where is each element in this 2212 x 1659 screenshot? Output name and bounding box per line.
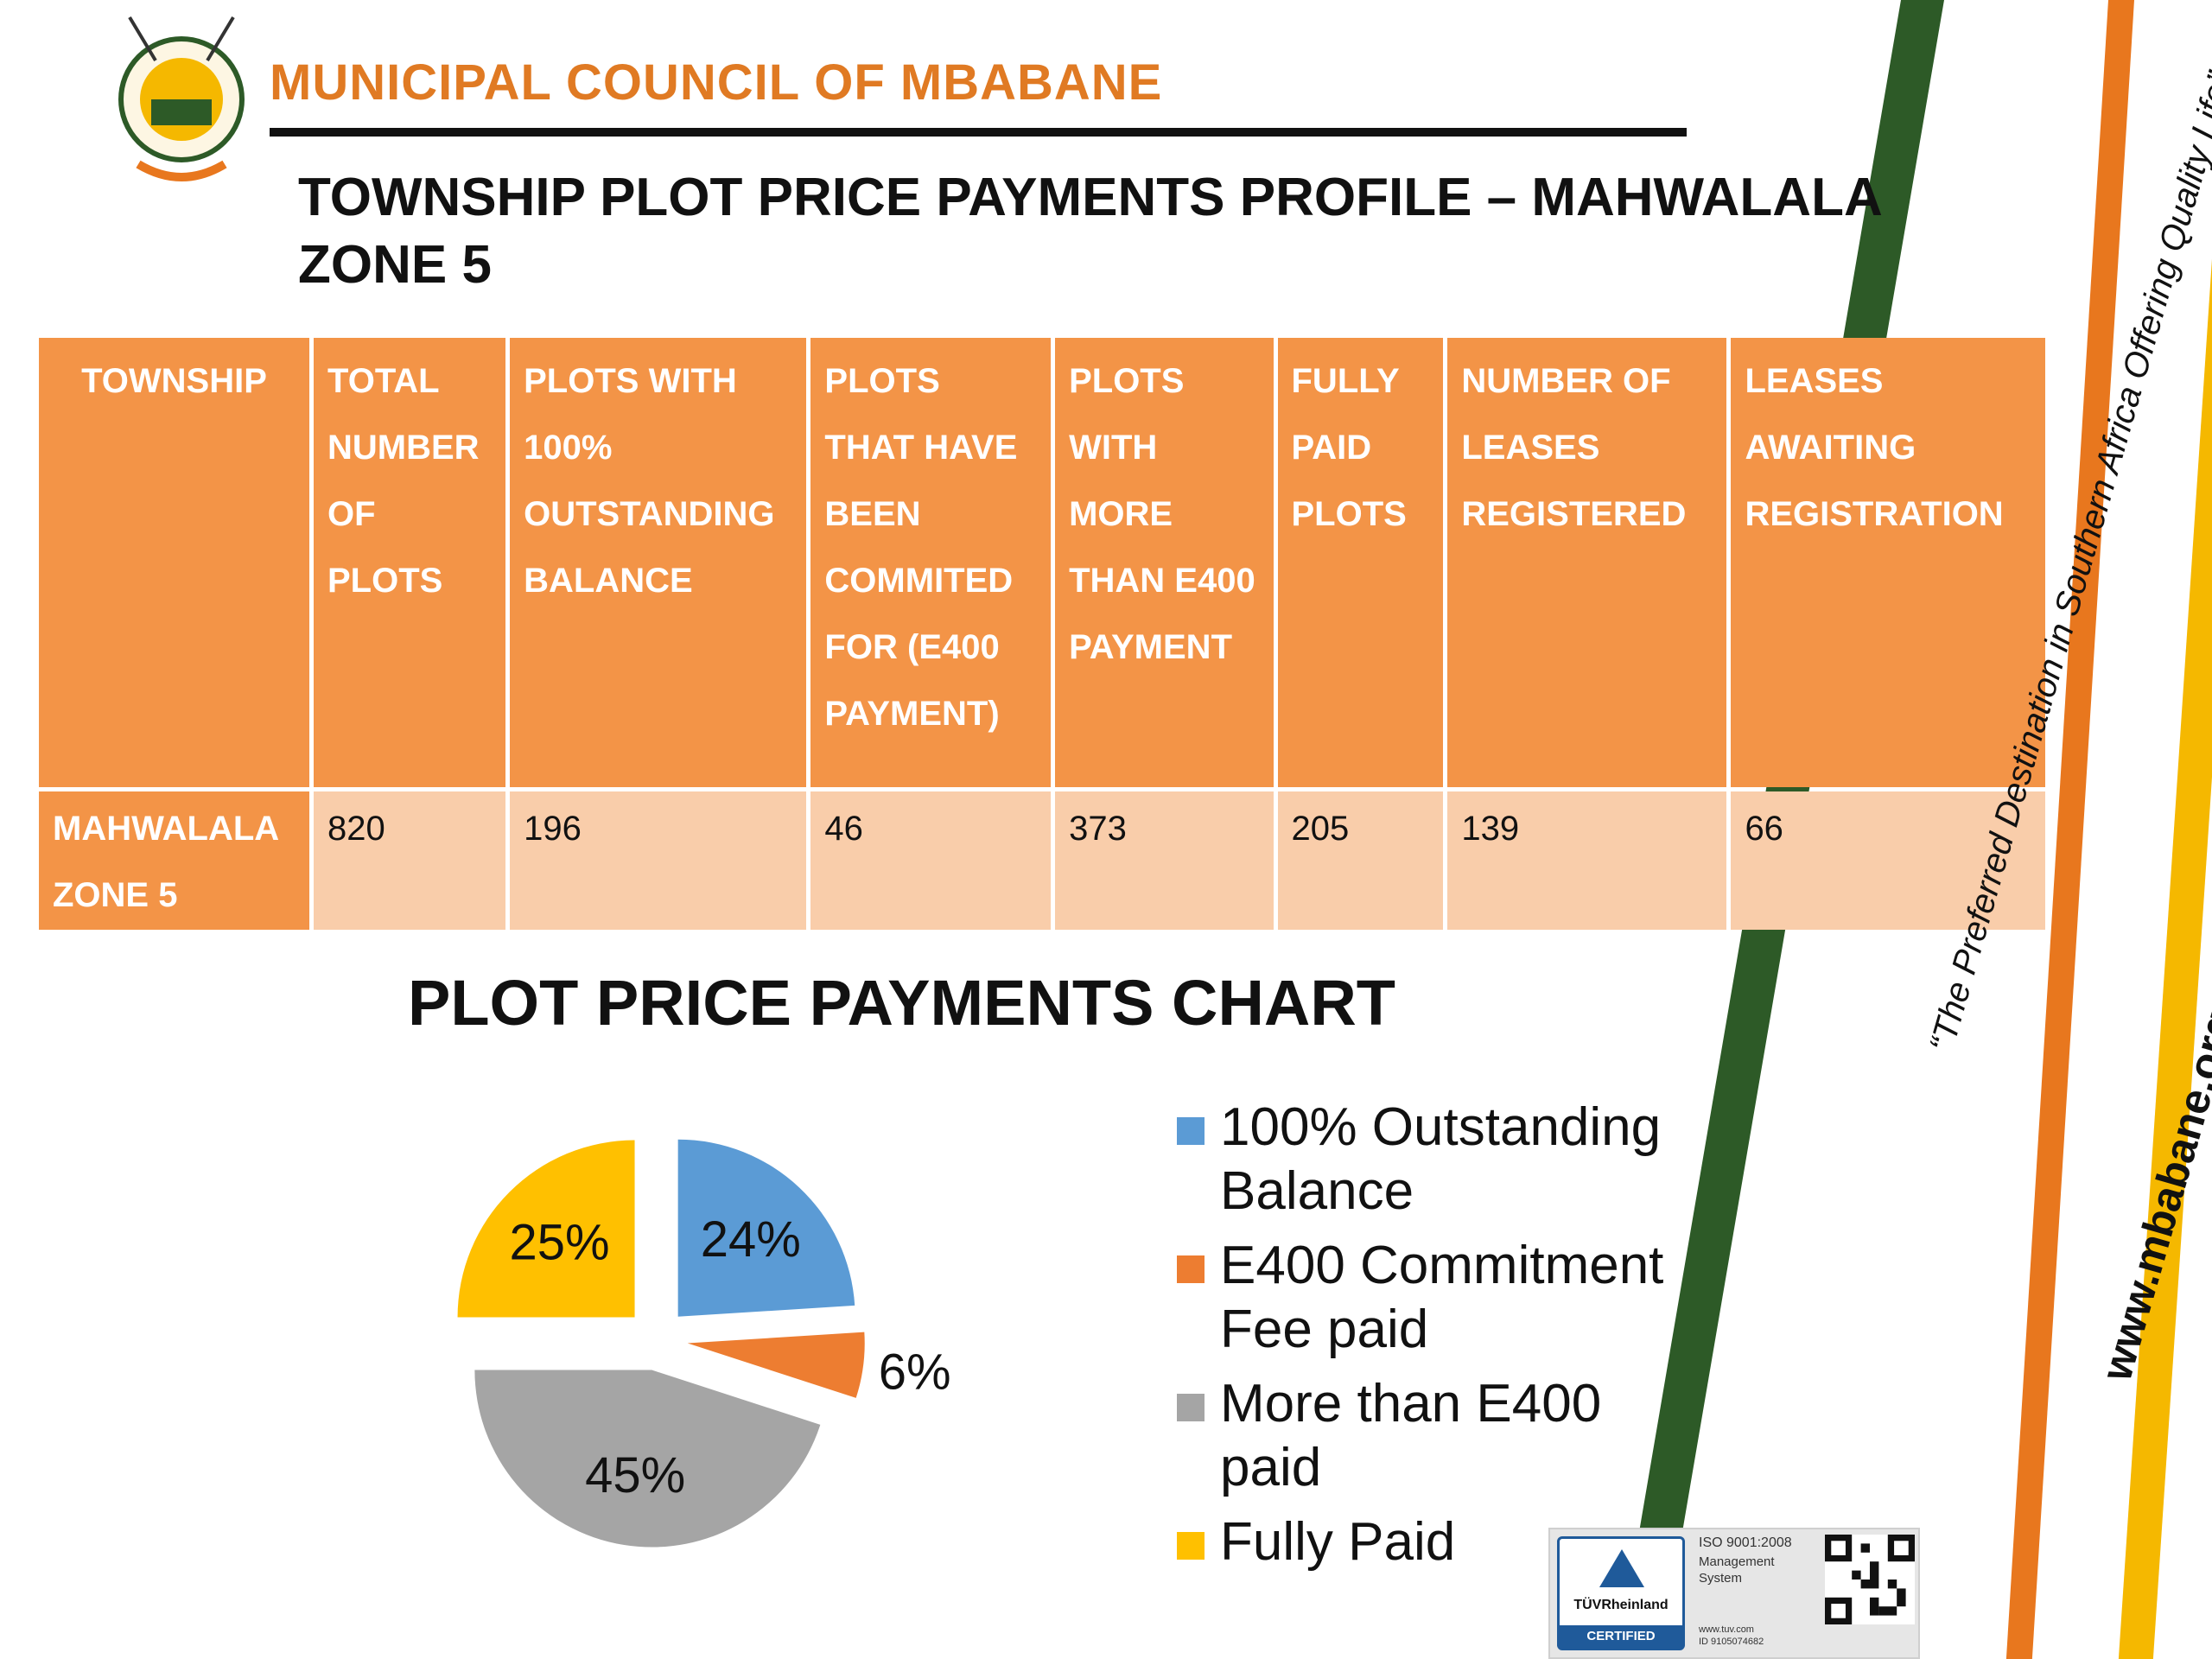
column-header: LEASES AWAITING REGISTRATION: [1731, 338, 2045, 787]
stripe-yellow: [2118, 0, 2212, 1659]
table-row: MAHWALALA ZONE 5 820 196 46 373 205 139 …: [39, 791, 2045, 930]
legend-swatch: [1177, 1255, 1205, 1283]
legend-item: E400 Commitment Fee paid: [1177, 1234, 1695, 1362]
column-header: TOWNSHIP: [39, 338, 309, 787]
legend-label: E400 Commitment Fee paid: [1220, 1236, 1664, 1359]
iso-standard: ISO 9001:2008: [1699, 1535, 1792, 1550]
legend-label: More than E400 paid: [1220, 1374, 1602, 1497]
table-header-row: TOWNSHIP TOTAL NUMBER OF PLOTS PLOTS WIT…: [39, 338, 2045, 787]
tuv-triangle-icon: [1599, 1549, 1644, 1587]
legend-swatch: [1177, 1117, 1205, 1145]
table-cell: 46: [810, 791, 1052, 930]
crest-logo: [118, 16, 245, 181]
chart-legend: 100% Outstanding Balance E400 Commitment…: [1177, 1096, 1695, 1585]
legend-swatch: [1177, 1532, 1205, 1560]
pie-data-label: 45%: [585, 1447, 685, 1503]
tuv-brand: TÜVRheinland: [1573, 1598, 1669, 1612]
legend-item: 100% Outstanding Balance: [1177, 1096, 1695, 1224]
legend-item: Fully Paid: [1177, 1510, 1695, 1574]
column-header: PLOTS THAT HAVE BEEN COMMITED FOR (E400 …: [810, 338, 1052, 787]
pie-data-label: 6%: [879, 1344, 951, 1401]
legend-label: 100% Outstanding Balance: [1220, 1097, 1662, 1221]
stripe-orange: [2005, 0, 2134, 1659]
organization-name: MUNICIPAL COUNCIL OF MBABANE: [270, 54, 1163, 111]
pie-slice: [474, 1370, 821, 1548]
header-rule: [270, 128, 1687, 137]
tuv-site: www.tuv.com: [1699, 1624, 1754, 1635]
column-header: PLOTS WITH 100% OUTSTANDING BALANCE: [510, 338, 807, 787]
tuv-id: ID 9105074682: [1699, 1637, 1764, 1647]
table-cell: 66: [1731, 791, 2045, 930]
table-cell: 820: [314, 791, 506, 930]
pie-data-label: 25%: [510, 1215, 610, 1271]
certification-badge: TÜVRheinland CERTIFIED ISO 9001:2008 Man…: [1548, 1528, 1920, 1659]
legend-item: More than E400 paid: [1177, 1372, 1695, 1500]
payments-profile-table: TOWNSHIP TOTAL NUMBER OF PLOTS PLOTS WIT…: [35, 334, 2050, 934]
column-header: PLOTS WITH MORE THAN E400 PAYMENT: [1055, 338, 1274, 787]
pie-slice: [687, 1332, 865, 1398]
column-header: TOTAL NUMBER OF PLOTS: [314, 338, 506, 787]
tuv-logo-box: TÜVRheinland CERTIFIED: [1557, 1536, 1685, 1650]
pie-chart: 24% 6% 45% 25%: [457, 1139, 951, 1548]
legend-swatch: [1177, 1394, 1205, 1421]
pie-slice: [677, 1139, 855, 1317]
column-header: FULLY PAID PLOTS: [1277, 338, 1444, 787]
row-header: MAHWALALA ZONE 5: [39, 791, 309, 930]
table-cell: 373: [1055, 791, 1274, 930]
chart-title: PLOT PRICE PAYMENTS CHART: [408, 967, 1395, 1039]
table-cell: 205: [1277, 791, 1444, 930]
pie-data-label: 24%: [701, 1211, 801, 1268]
iso-system: Management System: [1699, 1554, 1775, 1586]
legend-label: Fully Paid: [1220, 1512, 1456, 1572]
pie-slice: [457, 1140, 635, 1318]
table-cell: 196: [510, 791, 807, 930]
column-header: NUMBER OF LEASES REGISTERED: [1447, 338, 1727, 787]
slide-title: TOWNSHIP PLOT PRICE PAYMENTS PROFILE – M…: [298, 168, 1881, 295]
tuv-certified: CERTIFIED: [1560, 1625, 1682, 1648]
qr-code-icon: [1825, 1535, 1915, 1624]
table-cell: 139: [1447, 791, 1727, 930]
